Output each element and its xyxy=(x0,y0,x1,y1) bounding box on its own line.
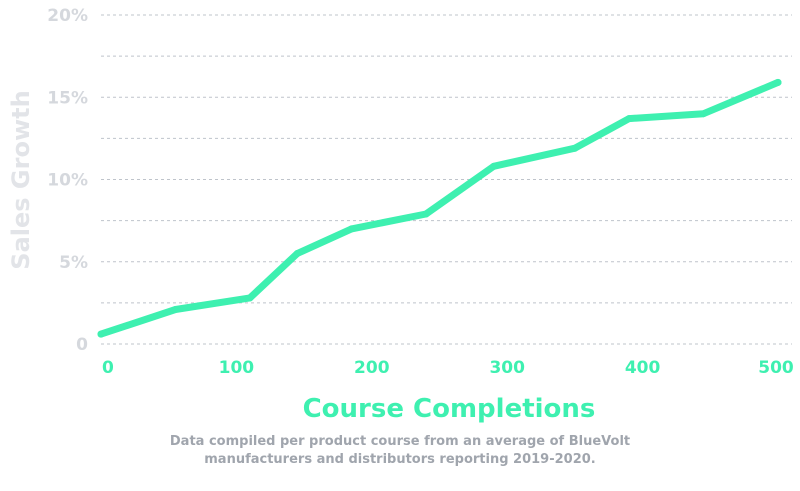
data-point xyxy=(774,78,782,86)
series-line xyxy=(97,78,782,338)
data-point xyxy=(97,330,105,338)
data-point xyxy=(171,305,179,313)
data-point xyxy=(422,210,430,218)
y-tick-label: 0 xyxy=(76,335,88,355)
x-tick-label: 500 xyxy=(758,358,794,378)
x-axis-label: Course Completions xyxy=(303,394,596,424)
gridlines xyxy=(101,14,792,345)
y-tick-label: 5% xyxy=(59,253,88,273)
y-tick-label: 15% xyxy=(47,88,88,108)
x-tick-label: 100 xyxy=(219,358,255,378)
x-tick-label: 200 xyxy=(354,358,390,378)
caption: Data compiled per product course from an… xyxy=(0,433,800,469)
data-point xyxy=(246,294,254,302)
caption-line-2: manufacturers and distributors reporting… xyxy=(204,452,596,467)
series-layer xyxy=(97,78,782,338)
data-point xyxy=(490,162,498,170)
x-tick-label: 400 xyxy=(625,358,661,378)
data-point xyxy=(347,225,355,233)
x-tick-label: 0 xyxy=(102,358,114,378)
y-tick-label: 20% xyxy=(47,6,88,26)
y-tick-label: 10% xyxy=(47,171,88,191)
data-point xyxy=(571,144,579,152)
data-point xyxy=(700,110,708,118)
data-point xyxy=(293,250,301,258)
y-axis-label: Sales Growth xyxy=(7,90,35,269)
data-point xyxy=(625,115,633,123)
y-tick-labels: 0 5% 10% 15% 20% xyxy=(47,6,88,355)
caption-line-1: Data compiled per product course from an… xyxy=(169,434,631,449)
x-tick-label: 300 xyxy=(489,358,525,378)
x-tick-labels: 0 100 200 300 400 500 xyxy=(102,358,794,378)
